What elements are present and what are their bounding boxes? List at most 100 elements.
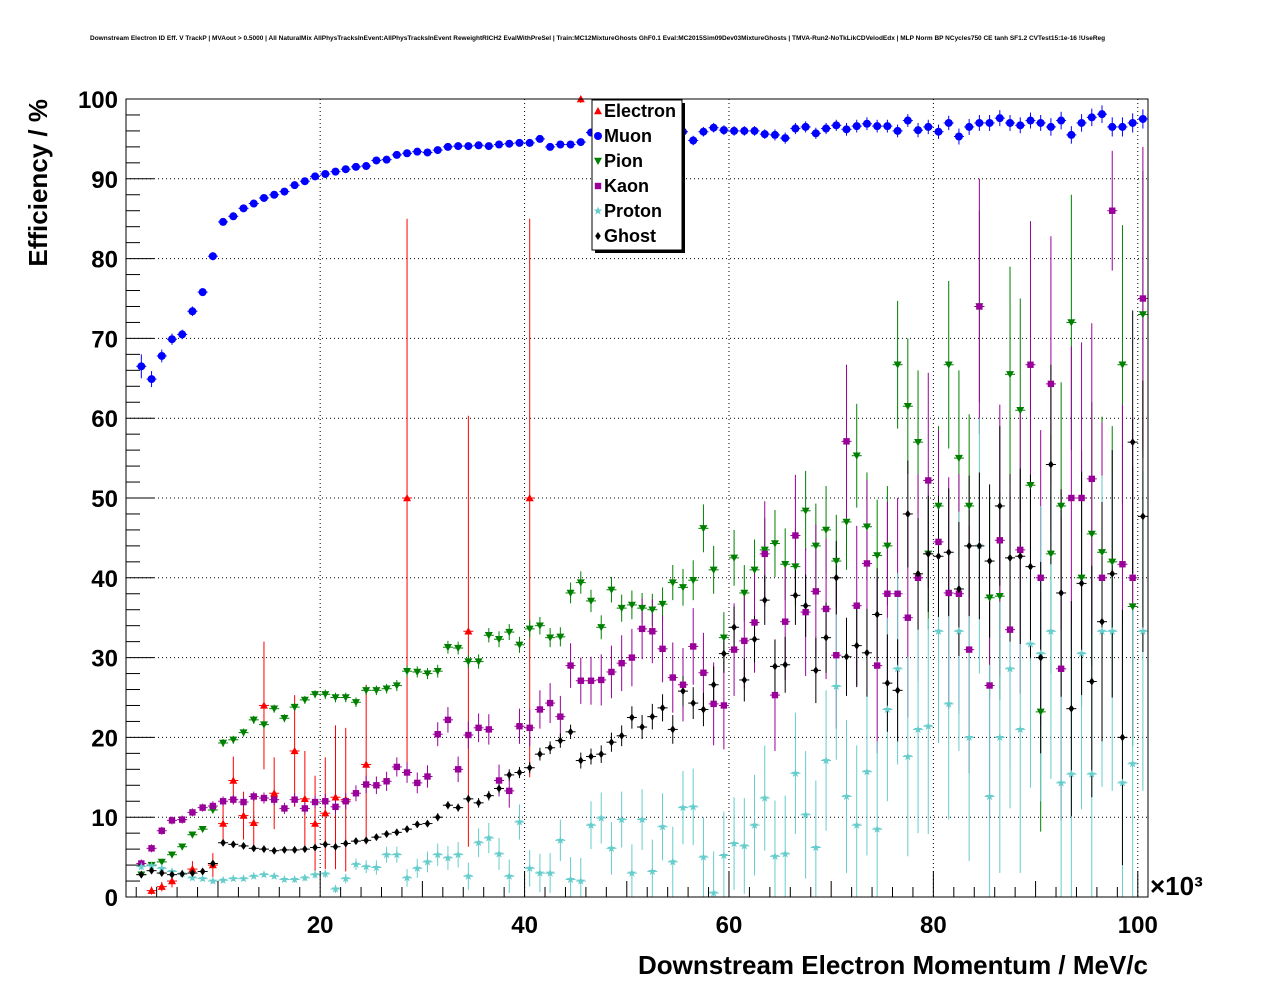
muon-point: [842, 125, 851, 134]
kaon-point: [250, 793, 257, 800]
electron-point: [249, 818, 258, 826]
kaon-point: [577, 677, 584, 684]
pion-point: [454, 644, 463, 653]
kaon-point: [781, 618, 789, 625]
pion-point: [1108, 558, 1117, 566]
muon-point: [781, 134, 790, 143]
y-tick-label: 20: [91, 725, 118, 752]
muon-point: [914, 126, 923, 135]
kaon-point: [168, 817, 176, 824]
electron-point: [525, 494, 534, 502]
pion-point: [1128, 603, 1137, 611]
kaon-point: [741, 637, 748, 645]
ghost-point: [230, 840, 237, 849]
ghost-point: [1037, 653, 1044, 662]
muon-point: [157, 351, 166, 360]
proton-point: [995, 732, 1005, 742]
ghost-point: [455, 803, 461, 812]
markers: [137, 95, 1148, 897]
proton-point: [985, 791, 994, 801]
muon-point: [995, 114, 1004, 123]
muon-point: [811, 129, 820, 138]
pion-point: [167, 851, 176, 859]
muon-point: [975, 118, 984, 127]
pion-point: [985, 594, 994, 602]
proton-point: [310, 870, 320, 879]
kaon-point: [1037, 574, 1044, 581]
muon-point: [791, 124, 800, 133]
legend-marker-proton: [593, 206, 603, 215]
pion-point: [750, 566, 759, 574]
pion-point: [760, 546, 769, 554]
kaon-point: [659, 645, 666, 653]
ghost-point: [639, 723, 645, 732]
x-tick-label: 80: [920, 912, 947, 939]
muon-point: [1036, 118, 1045, 127]
kaon-point: [362, 781, 370, 788]
y-tick-label: 60: [91, 406, 118, 433]
muon-point: [474, 141, 483, 150]
ghost-point: [199, 867, 206, 876]
ghost-point: [649, 712, 656, 721]
proton-point: [607, 843, 616, 852]
kaon-point: [1129, 574, 1136, 581]
pion-point: [515, 641, 524, 649]
y-tick-label: 100: [78, 87, 118, 114]
pion-point: [1026, 482, 1035, 490]
kaon-point: [393, 763, 401, 771]
ghost-point: [465, 794, 472, 803]
pion-point: [321, 691, 330, 699]
muon-point: [1077, 118, 1086, 127]
ghost-point: [874, 610, 880, 619]
muon-point: [1026, 116, 1035, 125]
electron-point: [362, 760, 371, 768]
kaon-point: [219, 798, 227, 805]
pion-point: [627, 601, 636, 609]
pion-point: [832, 557, 841, 566]
kaon-point: [1027, 361, 1034, 368]
electron-point: [270, 789, 279, 797]
legend-marker-ghost: [595, 232, 601, 240]
electron-point: [259, 701, 268, 709]
muon-point: [1016, 121, 1025, 130]
muon-point: [382, 155, 391, 164]
muon-point: [862, 119, 871, 128]
ghost-point: [618, 731, 625, 740]
ghost-point: [751, 635, 758, 644]
ghost-point: [802, 601, 809, 610]
proton-point: [269, 871, 279, 880]
series-ghost: [138, 438, 1146, 879]
proton-point: [464, 871, 473, 880]
proton-point: [954, 626, 964, 635]
ghost-point: [680, 687, 686, 696]
ghost-point: [905, 509, 911, 518]
proton-point: [637, 815, 647, 824]
kaon-point: [454, 766, 462, 773]
kaon-point: [669, 674, 676, 681]
ghost-point: [486, 791, 492, 800]
muon-point: [576, 138, 585, 147]
muon-point: [290, 181, 299, 190]
proton-point: [321, 869, 330, 878]
pion-point: [372, 687, 381, 695]
proton-point: [934, 626, 943, 635]
muon-point: [188, 307, 197, 316]
kaon-point: [495, 777, 503, 784]
ghost-point: [731, 623, 737, 632]
proton-point: [923, 721, 933, 730]
ghost-point: [823, 633, 829, 642]
kaon-point: [1057, 665, 1065, 672]
ghost-point: [1078, 579, 1085, 588]
muon-point: [1118, 122, 1127, 131]
kaon-point: [179, 816, 186, 823]
muon-point: [443, 142, 452, 151]
proton-point: [1046, 626, 1056, 635]
proton-point: [678, 803, 688, 812]
pion-point: [638, 604, 647, 613]
muon-point: [208, 252, 217, 261]
proton-point: [208, 876, 218, 885]
pion-point: [699, 525, 708, 533]
proton-point: [658, 822, 667, 831]
legend-box: [591, 99, 683, 251]
muon-point: [454, 142, 463, 151]
